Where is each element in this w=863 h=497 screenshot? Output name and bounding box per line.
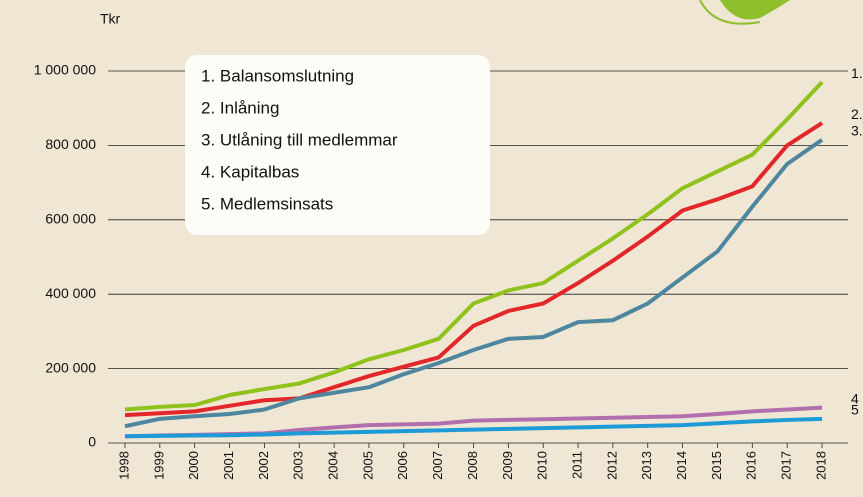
x-tick-label: 2016 xyxy=(744,451,759,480)
x-tick-label: 2015 xyxy=(709,451,724,480)
y-tick-label: 0 xyxy=(88,434,96,450)
y-tick-label: 1 000 000 xyxy=(34,62,96,78)
x-tick-label: 2001 xyxy=(221,451,236,480)
series-end-label: 5 xyxy=(851,402,859,418)
x-tick-label: 2012 xyxy=(604,451,619,480)
x-tick-label: 1999 xyxy=(151,451,166,480)
x-tick-label: 2000 xyxy=(186,451,201,480)
x-tick-label: 1998 xyxy=(116,451,131,480)
y-tick-label: 600 000 xyxy=(45,211,96,227)
y-tick-label: 400 000 xyxy=(45,285,96,301)
x-tick-label: 2005 xyxy=(360,451,375,480)
x-tick-label: 2013 xyxy=(639,451,654,480)
x-tick-label: 2011 xyxy=(569,451,584,479)
y-axis-label: Tkr xyxy=(100,11,121,27)
legend: 1. Balansomslutning 2. Inlåning 3. Utlånin… xyxy=(185,55,490,235)
x-tick-label: 2003 xyxy=(291,451,306,480)
x-tick-label: 2009 xyxy=(500,451,515,480)
leaf-decoration xyxy=(720,0,790,20)
x-tick-label: 2008 xyxy=(465,451,480,480)
x-tick-label: 2014 xyxy=(674,451,689,480)
x-tick-label: 2002 xyxy=(256,451,271,480)
page: {"chart_data": { "type": "line", "y_labe… xyxy=(0,0,863,497)
x-tick-label: 2004 xyxy=(326,451,341,480)
legend-entry: 4. Kapitalbas xyxy=(201,162,299,181)
x-tick-label: 2007 xyxy=(430,451,445,480)
chart: Tkr 0 200 000 400 000 600 000 800 000 1 000 0… xyxy=(0,0,863,497)
x-tick-label: 2017 xyxy=(779,451,794,480)
legend-entry: 3. Utlåning till medlemmar xyxy=(201,130,398,149)
x-tick-label: 2006 xyxy=(395,451,410,480)
legend-entry: 1. Balansomslutning xyxy=(201,66,354,85)
y-tick-label: 800 000 xyxy=(45,136,96,152)
x-tick-label: 2010 xyxy=(535,451,550,480)
legend-entry: 2. Inlåning xyxy=(201,98,279,117)
x-tick-label: 2018 xyxy=(813,451,828,480)
y-tick-label: 200 000 xyxy=(45,359,96,375)
series-end-label: 1. xyxy=(851,65,863,81)
series-end-label: 2. xyxy=(851,106,863,122)
series-end-label: 3. xyxy=(851,123,863,139)
legend-entry: 5. Medlemsinsats xyxy=(201,194,333,213)
